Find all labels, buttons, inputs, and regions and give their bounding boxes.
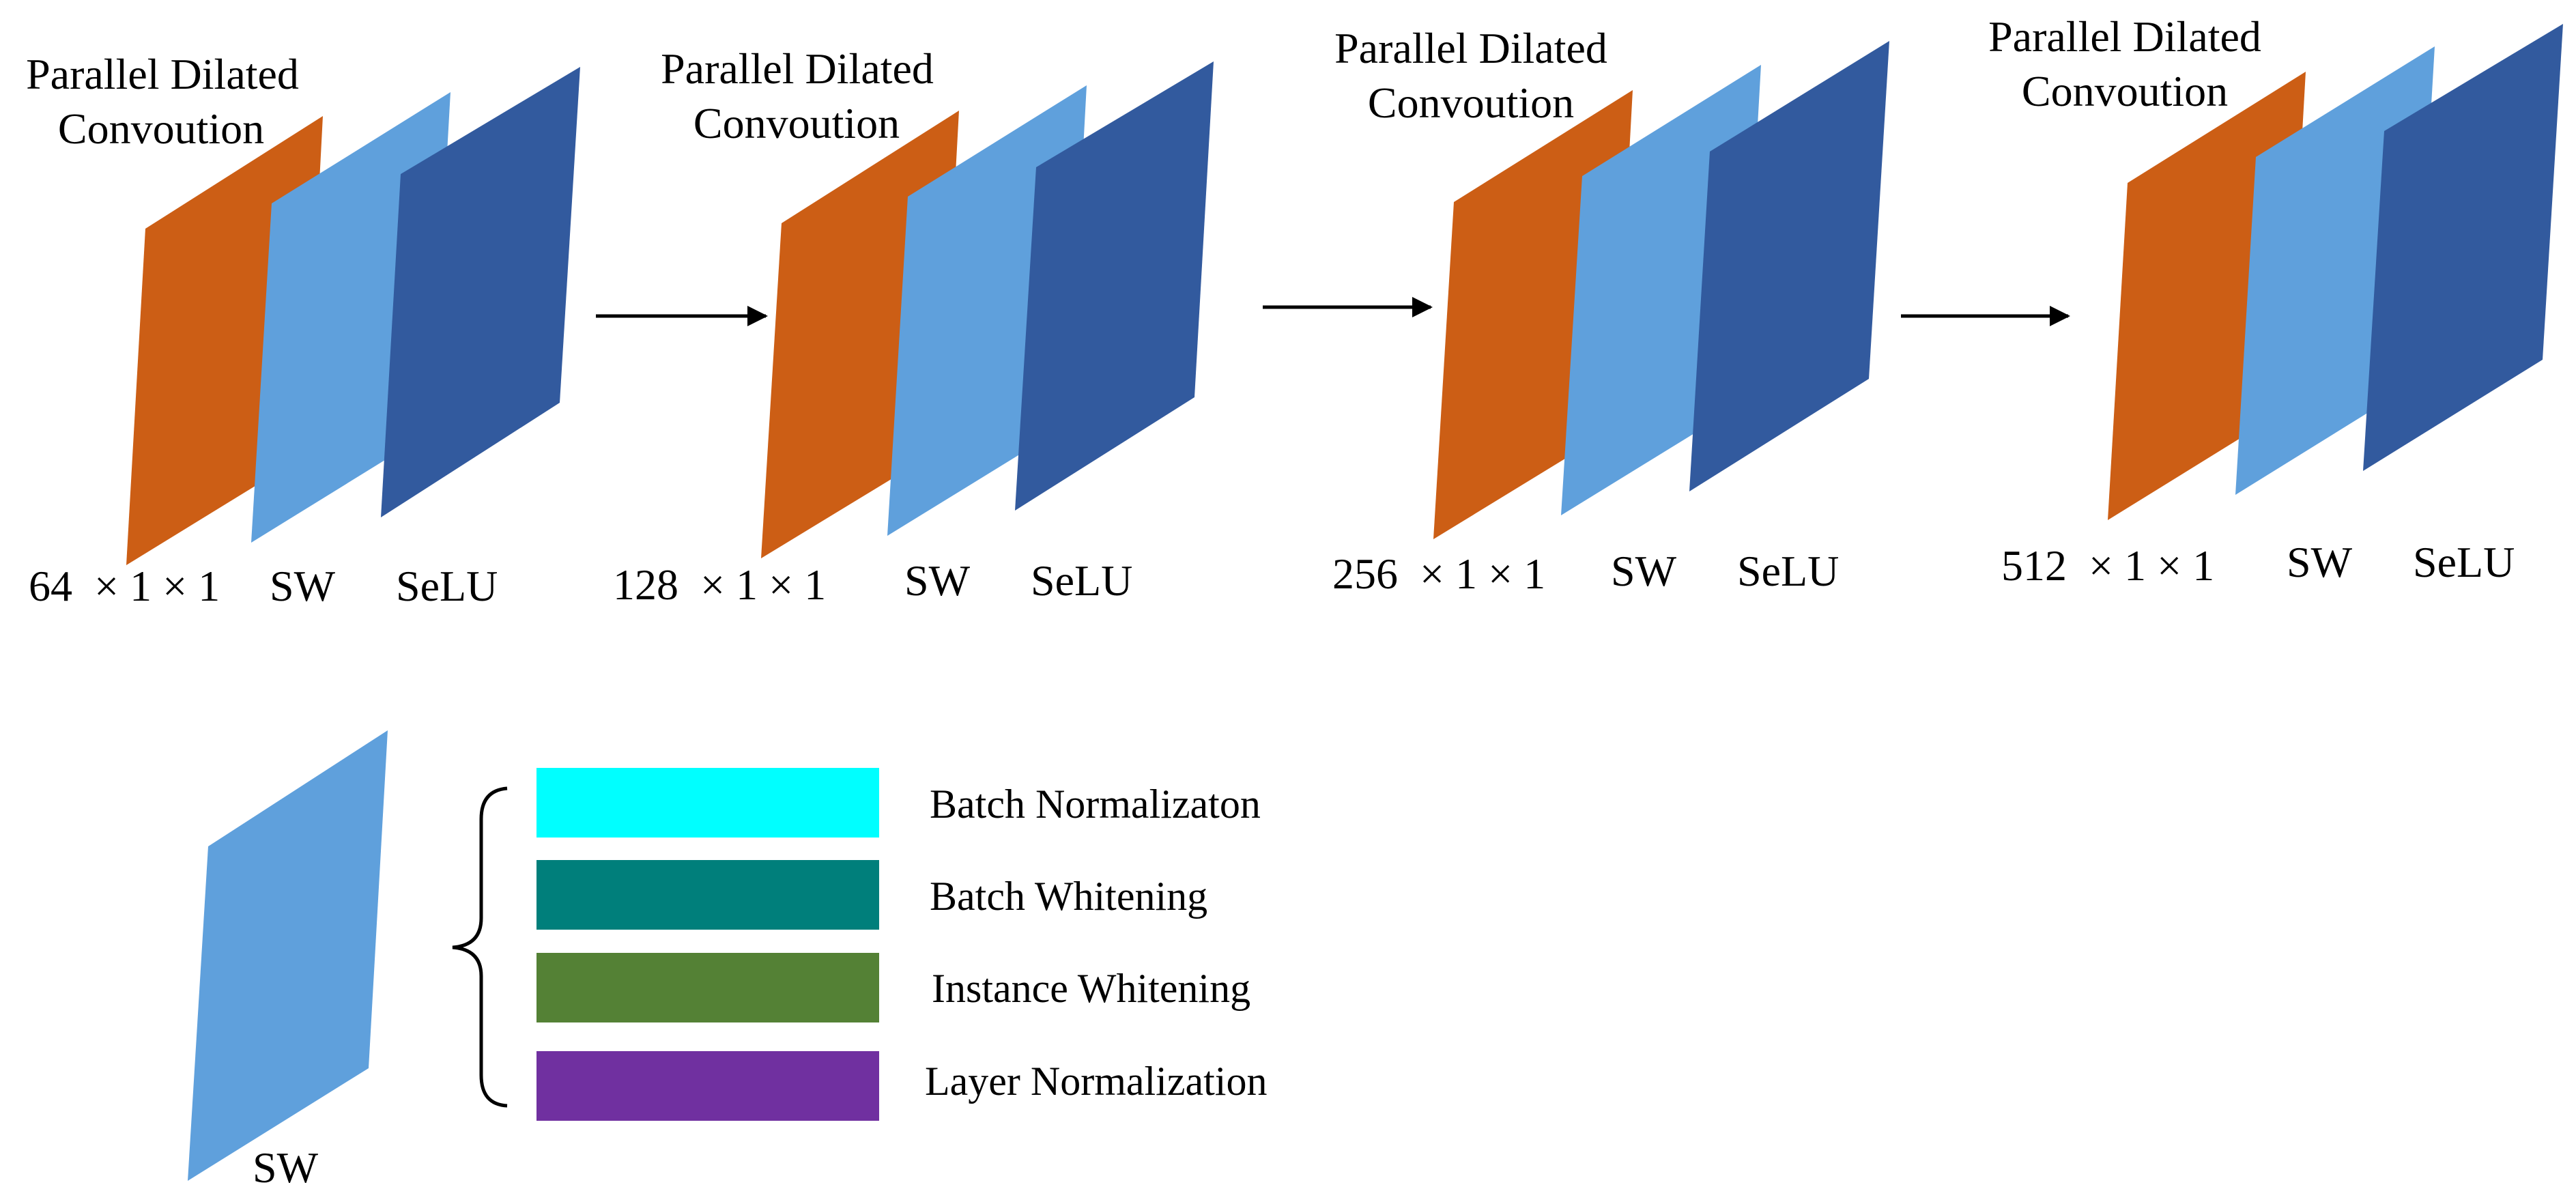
stage-3-dims-label: 256 × 1 × 1: [1332, 549, 1545, 598]
stage-2-selu-panel: [1015, 61, 1214, 511]
stage-3-title-line2: Convoution: [1368, 78, 1574, 127]
stage-4-selu-panel: [2363, 24, 2563, 471]
stage-3-sw-label: SW: [1611, 547, 1677, 595]
legend-swatch-batch-whitening: [536, 860, 879, 930]
stage-1-title-line1: Parallel Dilated: [26, 50, 299, 98]
legend-swatch-layer-normalization: [536, 1051, 879, 1121]
sw-legend: SW Batch Normalizaton Batch Whitening In…: [188, 730, 1267, 1192]
stage-1: Parallel Dilated Convoution 64 × 1 × 1 S…: [26, 50, 580, 610]
stage-4: Parallel Dilated Convoution 512 × 1 × 1 …: [1988, 12, 2563, 590]
stage-1-sw-label: SW: [270, 562, 336, 610]
stage-4-title-line2: Convoution: [2022, 67, 2228, 115]
stage-1-selu-panel: [381, 67, 580, 517]
stage-2: Parallel Dilated Convoution 128 × 1 × 1 …: [613, 44, 1214, 609]
stage-3-selu-label: SeLU: [1737, 547, 1839, 595]
legend-swatch-batch-normalization: [536, 768, 879, 838]
legend-label-layer-normalization: Layer Normalization: [925, 1059, 1267, 1104]
stage-2-title-line1: Parallel Dilated: [661, 44, 934, 93]
stage-4-selu-label: SeLU: [2413, 538, 2515, 586]
stage-1-title-line2: Convoution: [58, 104, 264, 153]
stage-2-title-line2: Convoution: [693, 99, 900, 147]
legend-sw-label: SW: [253, 1143, 319, 1192]
stage-4-dims-label: 512 × 1 × 1: [2001, 541, 2214, 590]
stage-3-title-line1: Parallel Dilated: [1334, 24, 1607, 72]
legend-label-instance-whitening: Instance Whitening: [932, 966, 1250, 1011]
stage-2-selu-label: SeLU: [1031, 556, 1132, 605]
stage-3: Parallel Dilated Convoution 256 × 1 × 1 …: [1332, 24, 1889, 598]
stage-1-dims-label: 64 × 1 × 1: [29, 562, 220, 610]
stage-4-title-line1: Parallel Dilated: [1988, 12, 2261, 61]
stage-3-selu-panel: [1689, 41, 1889, 491]
legend-sw-panel: [188, 730, 388, 1181]
legend-label-batch-whitening: Batch Whitening: [930, 874, 1207, 919]
stage-2-sw-label: SW: [904, 556, 971, 605]
legend-swatch-instance-whitening: [536, 953, 879, 1022]
stage-4-sw-label: SW: [2287, 538, 2353, 586]
legend-brace: [452, 786, 508, 1108]
stage-1-selu-label: SeLU: [396, 562, 498, 610]
stage-2-dims-label: 128 × 1 × 1: [613, 560, 826, 609]
legend-label-batch-normalization: Batch Normalizaton: [930, 782, 1261, 827]
